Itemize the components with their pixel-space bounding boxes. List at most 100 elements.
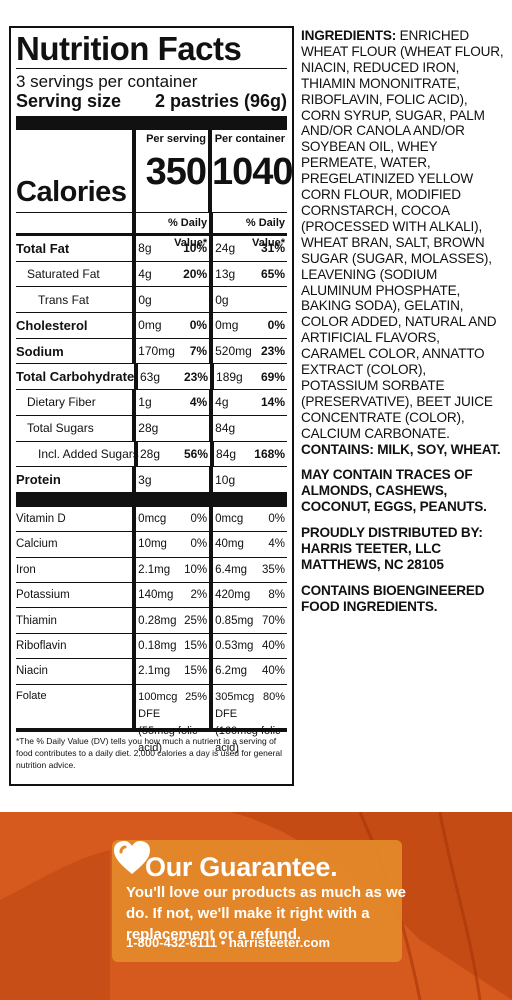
percent: 15% bbox=[184, 665, 208, 678]
per-container-cell: 40mg 4% bbox=[209, 532, 287, 557]
amount: 6.4mg bbox=[215, 563, 248, 576]
nutrient-row: Total Carbohydrate 63g 23% 189g 69% bbox=[16, 364, 287, 391]
thick-divider bbox=[16, 116, 287, 130]
per-serving-cell: 140mg 2% bbox=[132, 583, 209, 608]
percent: 0% bbox=[189, 318, 208, 333]
nutrient-name: Sodium bbox=[16, 343, 64, 359]
amount: 2.1mg bbox=[138, 665, 171, 678]
percent: 20% bbox=[183, 267, 208, 282]
nutrient-row: Incl. Added Sugars 28g 56% 84g 168% bbox=[16, 441, 287, 468]
per-container-header: Per container bbox=[214, 133, 285, 145]
amount: 170mg bbox=[138, 344, 175, 359]
daily-value-footnote: *The % Daily Value (DV) tells you how mu… bbox=[16, 735, 283, 770]
per-serving-cell: 0.28mg 25% bbox=[132, 608, 209, 633]
amount: 140mg bbox=[138, 589, 174, 602]
distributor-statement: PROUDLY DISTRIBUTED BY: HARRIS TEETER, L… bbox=[301, 525, 483, 572]
nutrient-row: Total Fat 8g 10% 24g 31% bbox=[16, 236, 287, 262]
percent: 2% bbox=[190, 589, 208, 602]
per-container-cell: 0.85mg 70% bbox=[209, 608, 287, 633]
amount: 305mcg DFE bbox=[215, 690, 255, 720]
amount: 0g bbox=[215, 292, 229, 307]
nutrient-row: Dietary Fiber 1g 4% 4g 14% bbox=[16, 390, 287, 416]
amount: 0.85mg bbox=[215, 614, 254, 627]
per-container-cell: 0mcg 0% bbox=[209, 506, 287, 532]
per-serving-cell: 0mg 0% bbox=[132, 313, 209, 338]
per-container-cell: 24g 31% bbox=[209, 236, 287, 261]
nutrient-row: Protein 3g 10g bbox=[16, 467, 287, 493]
nutrient-rows: Total Fat 8g 10% 24g 31% Saturated Fat 4g 20% 13… bbox=[16, 236, 287, 493]
vitamin-row: Thiamin 0.28mg 25% 0.85mg 70% bbox=[16, 608, 287, 634]
nutrient-name: Iron bbox=[16, 563, 36, 576]
percent: 4% bbox=[189, 395, 208, 410]
amount: 0mg bbox=[138, 318, 162, 333]
amount: 0mcg bbox=[138, 513, 167, 526]
bioengineered-statement: CONTAINS BIOENGINEERED FOOD INGREDIENTS. bbox=[301, 582, 485, 614]
heart-icon bbox=[114, 841, 150, 874]
percent: 10% bbox=[184, 563, 208, 576]
per-serving-cell: 28g bbox=[132, 415, 209, 441]
percent: 80% bbox=[262, 690, 285, 703]
nutrient-row: Trans Fat 0g 0g bbox=[16, 287, 287, 314]
per-container-cell: 13g 65% bbox=[209, 261, 287, 287]
percent: 8% bbox=[268, 589, 285, 602]
per-serving-cell: 28g 56% bbox=[134, 441, 210, 467]
per-container-cell: 189g 69% bbox=[210, 364, 287, 390]
amount: 0.18mg bbox=[138, 640, 177, 653]
nutrient-name: Potassium bbox=[16, 589, 70, 602]
amount: 0.53mg bbox=[215, 640, 254, 653]
per-container-cell: 6.4mg 35% bbox=[209, 557, 287, 583]
amount: 2.1mg bbox=[138, 563, 171, 576]
nutrient-name: Trans Fat bbox=[38, 292, 89, 307]
per-serving-cell: 1g 4% bbox=[132, 390, 209, 415]
per-serving-cell: 8g 10% bbox=[132, 236, 209, 261]
percent: 31% bbox=[260, 241, 285, 256]
servings-per-container: 3 servings per container bbox=[16, 72, 198, 91]
per-serving-cell: 63g 23% bbox=[134, 364, 210, 390]
nutrient-name: Incl. Added Sugars bbox=[38, 446, 139, 461]
amount: 3g bbox=[138, 472, 152, 487]
nutrient-name: Folate bbox=[16, 689, 47, 702]
amount: 0mg bbox=[215, 318, 239, 333]
folic-acid: (55mcg folic acid) bbox=[138, 724, 198, 754]
per-serving-cell: 3g bbox=[132, 467, 209, 492]
vitamin-rows: Vitamin D 0mcg 0% 0mcg 0% Calcium 10mg 0% 40mg 4%… bbox=[16, 506, 287, 685]
vitamin-row: Potassium 140mg 2% 420mg 8% bbox=[16, 583, 287, 609]
per-serving-cell: 2.1mg 15% bbox=[132, 659, 209, 684]
per-container-cell: 10g bbox=[209, 467, 287, 492]
amount: 63g bbox=[140, 369, 161, 384]
nutrient-name: Saturated Fat bbox=[27, 267, 100, 282]
divider bbox=[16, 68, 287, 69]
percent: 25% bbox=[185, 690, 208, 703]
calories-per-container: 1040 bbox=[212, 151, 294, 193]
percent: 70% bbox=[261, 614, 285, 627]
amount: 40mg bbox=[215, 538, 244, 551]
per-container-column: Per container 1040 bbox=[208, 130, 294, 212]
nutrient-name: Thiamin bbox=[16, 614, 57, 627]
nutrient-name: Dietary Fiber bbox=[27, 395, 96, 410]
percent: 35% bbox=[261, 563, 285, 576]
nutrient-name: Niacin bbox=[16, 665, 48, 678]
serving-size-value: 2 pastries (96g) bbox=[154, 91, 287, 111]
per-container-cell: 0g bbox=[209, 287, 287, 313]
allergen-contains: CONTAINS: MILK, SOY, WHEAT. bbox=[301, 441, 501, 457]
per-container-cell: 4g 14% bbox=[209, 390, 287, 415]
calories-label: Calories bbox=[16, 176, 127, 208]
ingredients-panel: INGREDIENTS: ENRICHED WHEAT FLOUR (WHEAT… bbox=[301, 28, 505, 615]
nutrient-name: Calcium bbox=[16, 538, 58, 551]
amount: 10mg bbox=[138, 538, 167, 551]
per-container-cell: 0.53mg 40% bbox=[209, 633, 287, 659]
percent: 0% bbox=[268, 513, 285, 526]
percent: 40% bbox=[261, 665, 285, 678]
per-container-cell: 520mg 23% bbox=[209, 338, 287, 364]
amount: 28g bbox=[138, 421, 159, 436]
nutrient-name: Cholesterol bbox=[16, 317, 88, 333]
ingredients-label: INGREDIENTS: bbox=[301, 28, 397, 43]
per-container-cell: 84g bbox=[209, 415, 287, 441]
calories-per-serving: 350 bbox=[145, 151, 207, 193]
percent: 15% bbox=[184, 640, 208, 653]
per-serving-cell: 0g bbox=[132, 287, 209, 313]
amount: 0mcg bbox=[215, 513, 244, 526]
percent: 0% bbox=[190, 538, 208, 551]
nutrient-name: Total Sugars bbox=[27, 421, 94, 436]
thick-divider bbox=[16, 492, 287, 507]
